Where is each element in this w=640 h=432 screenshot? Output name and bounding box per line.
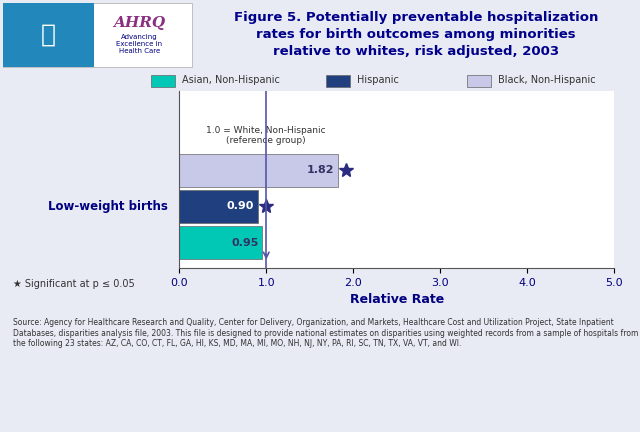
Text: AHRQ: AHRQ [113, 16, 165, 31]
Text: Low-weight births: Low-weight births [49, 200, 168, 213]
Text: Black, Non-Hispanic: Black, Non-Hispanic [499, 75, 596, 85]
Text: Figure 5. Potentially preventable hospitalization
rates for birth outcomes among: Figure 5. Potentially preventable hospit… [234, 12, 598, 58]
Text: Source: Agency for Healthcare Research and Quality, Center for Delivery, Organiz: Source: Agency for Healthcare Research a… [13, 318, 638, 348]
Text: 0.95: 0.95 [231, 238, 259, 248]
Text: ★ Significant at p ≤ 0.05: ★ Significant at p ≤ 0.05 [13, 279, 134, 289]
Bar [467, 75, 491, 87]
Text: Advancing
Excellence in
Health Care: Advancing Excellence in Health Care [116, 34, 162, 54]
Text: 0.90: 0.90 [227, 201, 254, 211]
Text: Asian, Non-Hispanic: Asian, Non-Hispanic [182, 75, 280, 85]
Text: Hispanic: Hispanic [357, 75, 399, 85]
Text: 1.82: 1.82 [307, 165, 334, 175]
Bar [179, 154, 338, 187]
Text: 🦅: 🦅 [41, 23, 56, 47]
Bar [150, 75, 175, 87]
X-axis label: Relative Rate: Relative Rate [349, 293, 444, 306]
Bar [326, 75, 350, 87]
Bar [179, 226, 262, 259]
Bar [179, 190, 257, 223]
Text: 1.0 = White, Non-Hispanic
(reference group): 1.0 = White, Non-Hispanic (reference gro… [207, 126, 326, 145]
Bar [3, 3, 94, 67]
